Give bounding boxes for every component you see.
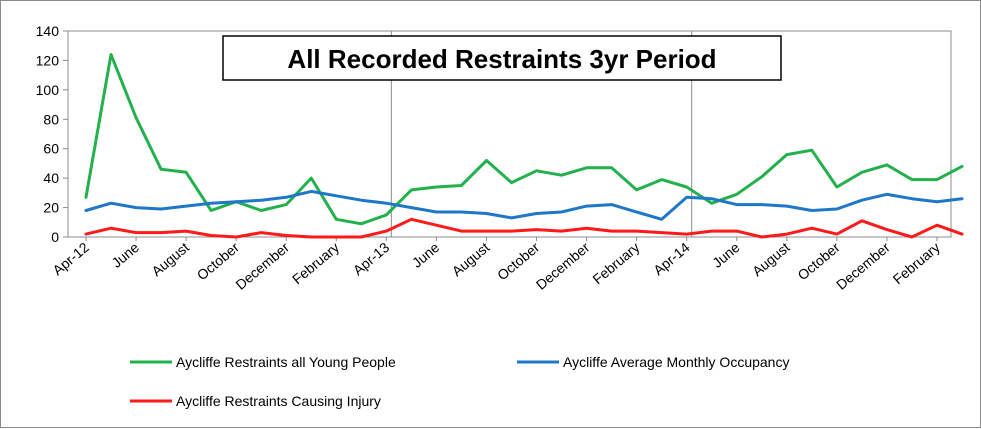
x-tick-label-9: October — [494, 239, 543, 283]
x-tick-label-11: February — [589, 239, 642, 287]
x-tick-label-3: October — [194, 239, 243, 283]
y-tick-label-2: 40 — [43, 170, 59, 186]
x-tick-label-13: June — [709, 239, 743, 271]
y-tick-label-4: 80 — [43, 111, 59, 127]
y-tick-label-0: 0 — [51, 229, 59, 245]
chart-title-border — [222, 35, 782, 81]
x-tick-label-14: August — [749, 239, 793, 279]
y-tick-label-3: 60 — [43, 141, 59, 157]
x-tick-label-15: October — [794, 239, 843, 283]
chart-title: All Recorded Restraints 3yr Period — [287, 44, 716, 74]
chart-title-box: All Recorded Restraints 3yr Period — [222, 35, 782, 81]
legend-label-1: Aycliffe Average Monthly Occupancy — [563, 354, 789, 370]
x-tick-label-12: Apr-14 — [650, 239, 693, 278]
x-tick-label-1: June — [108, 239, 142, 271]
legend-label-2: Aycliffe Restraints Causing Injury — [176, 393, 381, 409]
y-tick-label-7: 140 — [36, 23, 60, 39]
x-tick-label-5: February — [289, 239, 342, 287]
x-tick-label-4: December — [232, 239, 292, 293]
y-tick-label-6: 120 — [36, 52, 60, 68]
series-line-1 — [84, 189, 964, 221]
plot-border — [67, 30, 952, 238]
y-tick-label-1: 20 — [43, 200, 59, 216]
x-tick-label-17: February — [890, 239, 943, 287]
x-tick-label-2: August — [148, 239, 192, 279]
y-tick-label-5: 100 — [36, 82, 60, 98]
x-tick-label-10: December — [533, 239, 593, 293]
x-tick-label-7: June — [409, 239, 443, 271]
series-line-2 — [84, 217, 964, 239]
x-tick-label-6: Apr-13 — [350, 239, 393, 278]
series-layer — [84, 53, 964, 239]
x-tick-label-8: August — [449, 239, 493, 279]
x-tick-label-16: December — [833, 239, 893, 293]
legend-label-0: Aycliffe Restraints all Young People — [176, 354, 396, 370]
y-axis: 0 20 40 60 80 100 120 140 — [36, 23, 68, 245]
legend: Aycliffe Restraints all Young People Aycl… — [130, 354, 789, 409]
